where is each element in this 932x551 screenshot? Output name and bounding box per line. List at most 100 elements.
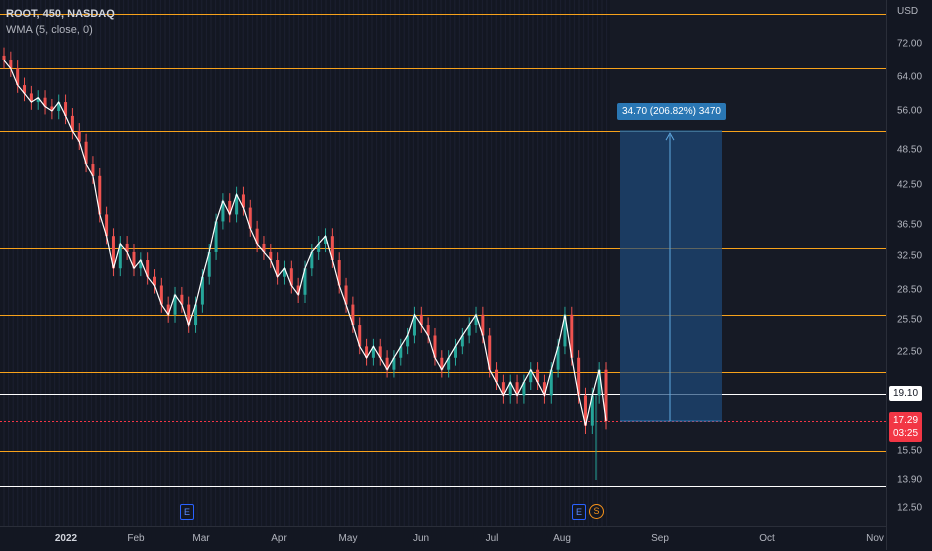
candle-body [241, 194, 245, 208]
candle-body [570, 314, 574, 358]
candle-body [460, 335, 464, 347]
candle-body [139, 260, 143, 269]
candle-body [604, 369, 608, 421]
candle-body [228, 200, 232, 215]
candle-body [200, 276, 204, 305]
candle-body [344, 285, 348, 305]
candle-body [583, 395, 587, 426]
candle-body [542, 382, 546, 396]
candle-body [214, 221, 218, 252]
price-tick: 25.50 [897, 314, 923, 326]
candle-body [235, 194, 239, 215]
candle-body [296, 285, 300, 295]
candle-body [9, 60, 13, 69]
candle-body [392, 357, 396, 370]
currency-label: USD [897, 6, 919, 17]
candle-body [16, 68, 20, 86]
candle-body [399, 346, 403, 358]
candle-body [289, 268, 293, 286]
candle-body [556, 346, 560, 370]
candle-body [317, 243, 321, 252]
candle-body [221, 200, 225, 222]
candle-body [180, 294, 184, 305]
candle-body [207, 251, 211, 277]
price-axis[interactable]: USD 72.00 64.00 56.00 48.50 42.50 36.50 … [886, 0, 932, 550]
time-tick: Jul [485, 533, 499, 544]
dividend-event-icon[interactable]: S [589, 504, 604, 519]
time-tick: Sep [651, 533, 669, 544]
earnings-event-icon[interactable]: E [180, 504, 194, 520]
candle-body [146, 260, 150, 277]
price-tick: 22.50 [897, 346, 923, 358]
candle-body [159, 285, 163, 305]
candle-body [50, 106, 54, 111]
candle-body [412, 314, 416, 336]
candle-body [70, 115, 74, 132]
price-tick: 48.50 [897, 144, 923, 156]
time-tick: Jun [412, 533, 430, 544]
candle-body [98, 175, 102, 215]
candle-body [23, 85, 27, 94]
candle-body [153, 276, 156, 286]
candle-body [91, 164, 95, 176]
time-tick: Apr [271, 533, 287, 544]
candle-body [351, 304, 355, 326]
candle-body [549, 369, 553, 396]
candle-body [324, 236, 328, 244]
candle-body [447, 357, 451, 370]
candle-body [495, 369, 499, 383]
candle-body [105, 214, 109, 237]
price-tick: 12.50 [897, 502, 923, 514]
candle-body [330, 236, 334, 261]
chart-area[interactable]: ROOT, 450, NASDAQ WMA (5, close, 0) 34.7… [0, 0, 886, 526]
candle-body [365, 346, 369, 358]
measure-label: 34.70 (206.82%) 3470 [617, 103, 726, 120]
candle-body [118, 243, 122, 269]
price-tick: 32.50 [897, 250, 923, 262]
symbol-title[interactable]: ROOT, 450, NASDAQ [6, 8, 115, 20]
price-chart[interactable] [0, 0, 886, 526]
price-tick: 64.00 [897, 71, 923, 83]
candle-body [481, 314, 485, 336]
time-tick: Mar [192, 533, 210, 544]
candle-body [132, 251, 136, 269]
last-price-badge: 17.29 03:25 [889, 412, 923, 442]
price-tick: 36.50 [897, 219, 923, 231]
candle-body [77, 131, 81, 142]
level-price-badge: 19.10 [889, 386, 923, 401]
candle-body [29, 93, 33, 103]
candle-body [515, 382, 519, 396]
candle-body [590, 395, 594, 426]
candle-body [426, 325, 430, 336]
wma-line [3, 59, 607, 426]
price-tick: 72.00 [897, 38, 923, 50]
candle-body [474, 314, 478, 326]
chart-legend: ROOT, 450, NASDAQ WMA (5, close, 0) [6, 6, 115, 38]
time-tick: Aug [553, 533, 571, 544]
last-price-value: 17.29 [893, 415, 919, 426]
candle-body [64, 102, 68, 116]
candle-body [43, 97, 47, 107]
candle-body [536, 369, 540, 383]
candle-body [419, 314, 423, 326]
candle-body [303, 268, 307, 295]
candle-body [488, 335, 492, 370]
price-tick: 15.50 [897, 445, 923, 457]
candle-body [501, 382, 505, 396]
candle-body [84, 141, 88, 165]
candle-body [187, 304, 191, 326]
candle-body [529, 369, 533, 383]
candle-body [433, 335, 437, 358]
candle-body [563, 314, 567, 347]
candle-body [440, 357, 444, 370]
time-tick: 2022 [54, 533, 78, 544]
candle-body [371, 346, 375, 358]
candle-body [111, 236, 115, 269]
price-tick: 42.50 [897, 179, 923, 191]
measure-arrow-head [665, 132, 675, 141]
time-tick: Nov [866, 533, 884, 544]
time-axis[interactable]: 2022 Feb Mar Apr May Jun Jul Aug Sep Oct… [0, 526, 886, 551]
candle-body [522, 382, 526, 396]
earnings-event-icon[interactable]: E [572, 504, 586, 520]
indicator-title[interactable]: WMA (5, close, 0) [6, 24, 93, 36]
